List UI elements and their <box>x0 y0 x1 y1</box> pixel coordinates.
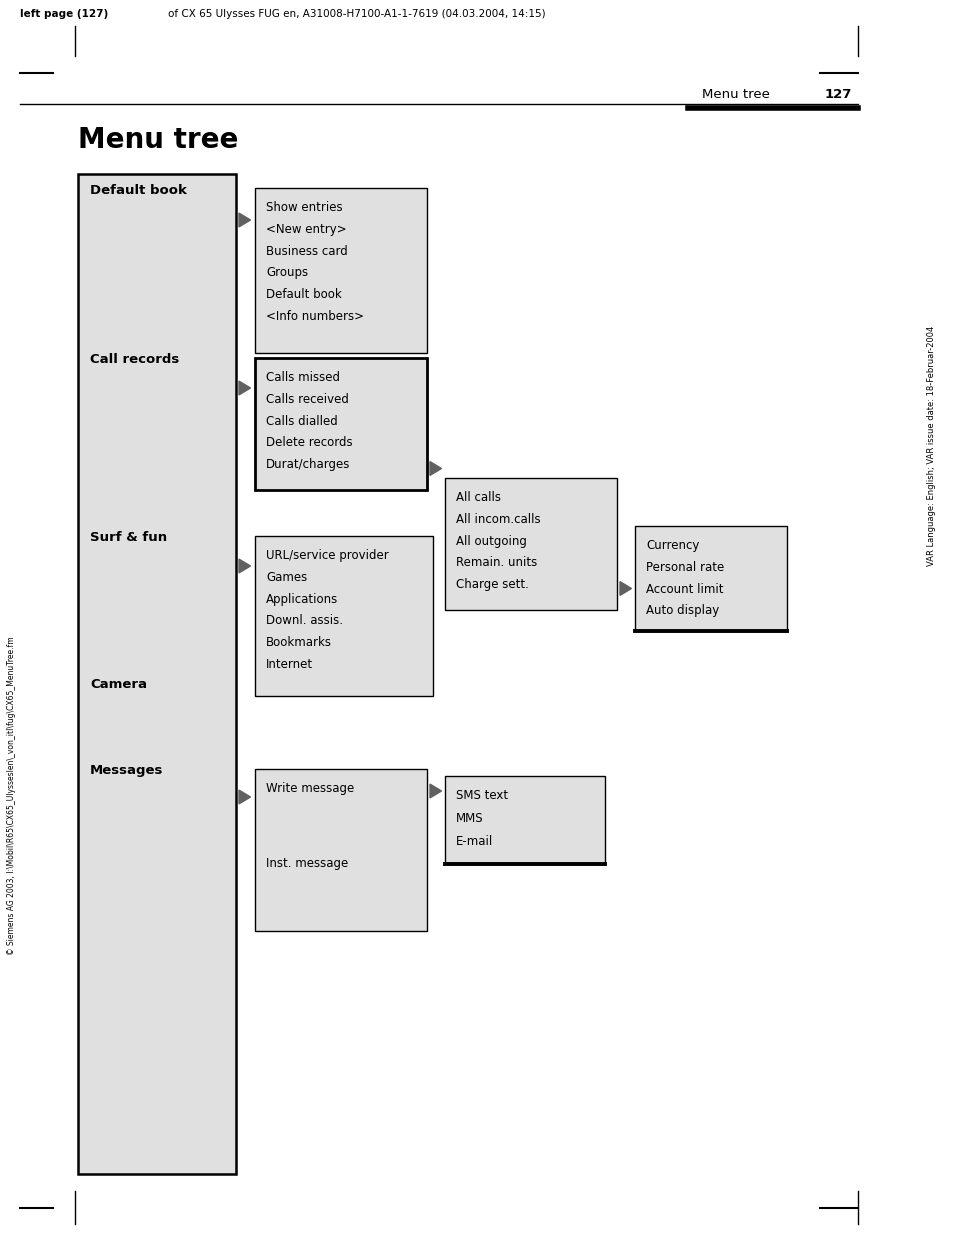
Text: Inst. message: Inst. message <box>266 857 348 870</box>
Bar <box>254 358 427 490</box>
Text: Camera: Camera <box>90 678 147 692</box>
Polygon shape <box>239 790 251 804</box>
Text: URL/service provider: URL/service provider <box>266 549 388 562</box>
Text: Default book: Default book <box>266 288 341 302</box>
Text: Default book: Default book <box>90 184 187 197</box>
Text: SMS text: SMS text <box>456 789 508 802</box>
Text: Durat/charges: Durat/charges <box>266 459 350 471</box>
Text: Internet: Internet <box>266 658 313 672</box>
Polygon shape <box>239 559 251 573</box>
Text: Delete records: Delete records <box>266 436 353 450</box>
Text: © Siemens AG 2003, I:\Mobil\R65\CX65_Ulysseslen\_von_itl\fug\CX65_MenuTree.fm: © Siemens AG 2003, I:\Mobil\R65\CX65_Uly… <box>8 637 16 956</box>
Polygon shape <box>239 213 251 227</box>
Text: Auto display: Auto display <box>645 604 719 618</box>
Text: <New entry>: <New entry> <box>266 223 346 235</box>
Polygon shape <box>430 461 441 476</box>
Text: MMS: MMS <box>456 812 483 825</box>
Bar <box>444 478 617 611</box>
Text: Bookmarks: Bookmarks <box>266 637 332 649</box>
Text: All calls: All calls <box>456 491 500 503</box>
Text: Personal rate: Personal rate <box>645 561 723 574</box>
Text: All outgoing: All outgoing <box>456 535 526 547</box>
Text: Write message: Write message <box>266 782 354 795</box>
Bar <box>444 776 604 863</box>
Text: Remain. units: Remain. units <box>456 557 537 569</box>
Text: Messages: Messages <box>90 764 163 778</box>
Text: Calls dialled: Calls dialled <box>266 415 337 427</box>
Text: All incom.calls: All incom.calls <box>456 513 540 526</box>
Bar <box>254 769 427 931</box>
Bar <box>78 174 235 1174</box>
Text: Menu tree: Menu tree <box>78 126 238 155</box>
Polygon shape <box>430 784 441 797</box>
Text: Charge sett.: Charge sett. <box>456 578 528 591</box>
Text: Business card: Business card <box>266 244 348 258</box>
Bar <box>254 536 433 697</box>
Text: Surf & fun: Surf & fun <box>90 531 167 545</box>
Text: Downl. assis.: Downl. assis. <box>266 614 343 628</box>
Text: Groups: Groups <box>266 267 308 279</box>
Text: Calls received: Calls received <box>266 392 349 406</box>
Text: Account limit: Account limit <box>645 583 722 596</box>
Text: 127: 127 <box>823 88 851 101</box>
Text: VAR Language: English; VAR issue date: 18-Februar-2004: VAR Language: English; VAR issue date: 1… <box>926 326 936 566</box>
Bar <box>635 526 786 630</box>
Text: E-mail: E-mail <box>456 835 493 849</box>
Text: Applications: Applications <box>266 593 338 606</box>
Text: of CX 65 Ulysses FUG en, A31008-H7100-A1-1-7619 (04.03.2004, 14:15): of CX 65 Ulysses FUG en, A31008-H7100-A1… <box>168 9 545 19</box>
Text: Calls missed: Calls missed <box>266 371 339 384</box>
Text: Currency: Currency <box>645 540 699 552</box>
Text: Menu tree: Menu tree <box>701 88 769 101</box>
Text: Call records: Call records <box>90 353 179 366</box>
Polygon shape <box>239 381 251 395</box>
Text: left page (127): left page (127) <box>20 9 112 19</box>
Polygon shape <box>619 582 631 596</box>
Text: Games: Games <box>266 571 307 584</box>
Text: <Info numbers>: <Info numbers> <box>266 310 364 323</box>
Bar <box>254 188 427 353</box>
Text: Show entries: Show entries <box>266 201 342 214</box>
